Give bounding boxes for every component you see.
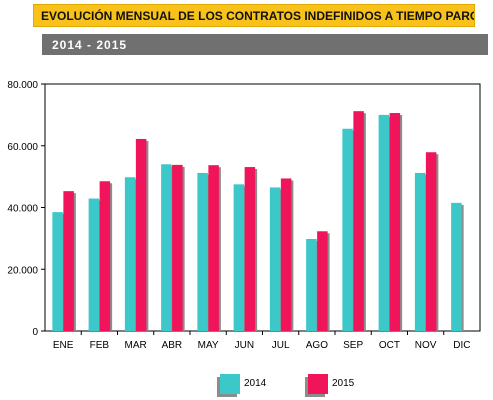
bar-2015-ago	[317, 231, 328, 331]
bar-2014-jun	[233, 184, 245, 331]
y-tick-label: 20.000	[7, 265, 38, 276]
bar-2015-jul	[280, 178, 292, 331]
bar-2015-abr	[172, 164, 183, 331]
y-tick-label: 0	[32, 327, 38, 338]
x-tick-label-jul: JUL	[272, 340, 290, 351]
bar-2014-mar	[124, 177, 136, 331]
bar-2015-ene	[63, 191, 74, 331]
x-tick-label-ago: AGO	[306, 340, 328, 351]
bar-2014-nov	[414, 172, 426, 331]
x-tick-label-oct: OCT	[379, 340, 400, 351]
bar-2015-may	[208, 165, 219, 331]
y-tick-label: 40.000	[7, 204, 38, 215]
period-subtitle: 2014 - 2015	[42, 34, 488, 55]
chart-title: EVOLUCIÓN MENSUAL DE LOS CONTRATOS INDEF…	[33, 4, 475, 27]
bar-2014-may	[197, 172, 208, 331]
bar-2015-feb	[99, 181, 111, 331]
bar-2014-dic	[451, 202, 462, 331]
bar-2015-jun	[244, 167, 256, 331]
x-tick-label-abr: ABR	[162, 340, 183, 351]
x-tick-label-nov: NOV	[415, 340, 437, 351]
bar-2014-oct	[378, 114, 390, 331]
legend-label-2014: 2014	[244, 378, 267, 389]
x-tick-label-may: MAY	[198, 340, 219, 351]
y-tick-label: 60.000	[7, 142, 38, 153]
bar-2014-sep	[342, 128, 353, 331]
legend-swatch-2015	[308, 374, 328, 394]
bar-2014-ene	[52, 212, 63, 331]
x-tick-label-ene: ENE	[53, 340, 74, 351]
bar-2015-sep	[353, 111, 364, 331]
x-tick-label-sep: SEP	[343, 340, 363, 351]
bar-2015-mar	[135, 138, 147, 331]
bar-2014-abr	[161, 164, 172, 331]
bar-2014-jul	[269, 187, 281, 331]
x-tick-label-jun: JUN	[235, 340, 254, 351]
x-tick-label-dic: DIC	[453, 340, 470, 351]
legend-label-2015: 2015	[332, 378, 355, 389]
legend-swatch-2014	[220, 374, 240, 394]
bar-2015-oct	[389, 113, 401, 332]
bar-2015-nov	[425, 152, 437, 331]
y-tick-label: 80.000	[7, 80, 38, 91]
bar-2014-ago	[306, 238, 317, 331]
bar-2014-feb	[88, 198, 100, 331]
x-tick-label-feb: FEB	[90, 340, 110, 351]
x-tick-label-mar: MAR	[125, 340, 147, 351]
